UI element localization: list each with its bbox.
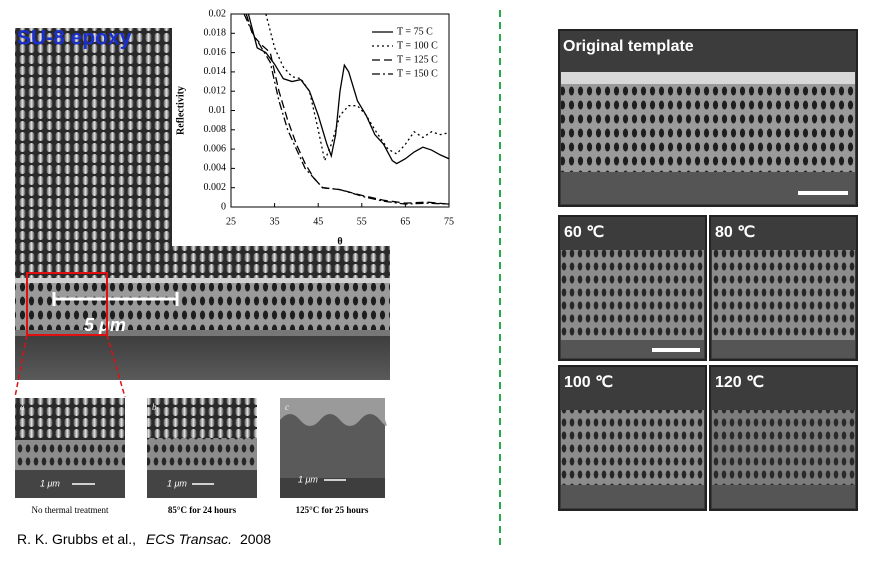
citation-year: 2008 (240, 531, 271, 547)
panel-label: 80 ℃ (715, 224, 755, 241)
y-tick-label: 0 (221, 201, 226, 212)
panel-original (558, 29, 858, 207)
inset-b (147, 398, 257, 498)
zoom-line (106, 334, 126, 398)
y-tick-label: 0.006 (204, 143, 227, 154)
y-tick-label: 0.008 (204, 124, 227, 135)
inset-scale: 1 μm (167, 478, 187, 488)
y-tick-label: 0.01 (209, 105, 227, 116)
inset-scale: 1 μm (298, 474, 318, 484)
panel-100 (558, 365, 707, 511)
y-tick-label: 0.018 (204, 28, 227, 39)
inset-letter: b (152, 402, 157, 412)
inset-scale: 1 μm (40, 478, 60, 488)
line-series (245, 13, 450, 205)
chart: 0 0.002 0.004 0.006 0.008 0.01 0.012 0.014 0.016… (175, 8, 454, 247)
panel-label: 100 ℃ (564, 374, 613, 391)
legend-label: T = 125 C (397, 54, 438, 65)
y-tick-label: 0.014 (204, 66, 227, 77)
x-tick-label: 55 (357, 216, 367, 227)
panel-120 (709, 365, 858, 511)
zoom-box (26, 272, 108, 336)
citation-authors: R. K. Grubbs et al., (17, 531, 136, 547)
line-series (265, 13, 450, 163)
x-tick-label: 25 (226, 216, 236, 227)
citation: R. K. Grubbs et al., ECS Transac. 2008 (17, 531, 271, 547)
x-tick-label: 75 (444, 216, 454, 227)
inset-a (15, 398, 125, 498)
legend-label: T = 75 C (397, 26, 433, 37)
citation-journal: ECS Transac. (146, 531, 232, 547)
legend-label: T = 100 C (397, 40, 438, 51)
panel-80 (709, 215, 858, 361)
inset-caption: 85°C for 24 hours (168, 505, 237, 515)
inset-caption: 125°C for 25 hours (296, 505, 369, 515)
line-series (247, 13, 450, 165)
y-tick-label: 0.016 (204, 47, 227, 58)
y-tick-label: 0.004 (204, 163, 227, 174)
zoom-line (14, 334, 28, 398)
x-tick-label: 65 (400, 216, 410, 227)
y-tick-label: 0.02 (209, 8, 227, 19)
line-series (243, 13, 450, 205)
panel-label: Original template (563, 38, 694, 55)
scale-label: 5 μm (84, 315, 126, 335)
panel-label: 60 ℃ (564, 224, 604, 241)
legend-label: T = 150 C (397, 68, 438, 79)
inset-letter: a (20, 402, 25, 412)
panel-60 (558, 215, 707, 361)
x-tick-label: 35 (270, 216, 280, 227)
y-tick-label: 0.002 (204, 182, 227, 193)
x-tick-label: 45 (313, 216, 323, 227)
panel-label: 120 ℃ (715, 374, 764, 391)
y-tick-label: 0.012 (204, 85, 227, 96)
inset-caption: No thermal treatment (32, 505, 109, 515)
x-axis-label: θ (337, 236, 342, 247)
y-axis-label: Reflectivity (175, 86, 186, 135)
inset-letter: c (285, 402, 289, 412)
inset-c (280, 398, 387, 498)
slide-title: SU-8 epoxy (17, 27, 132, 50)
